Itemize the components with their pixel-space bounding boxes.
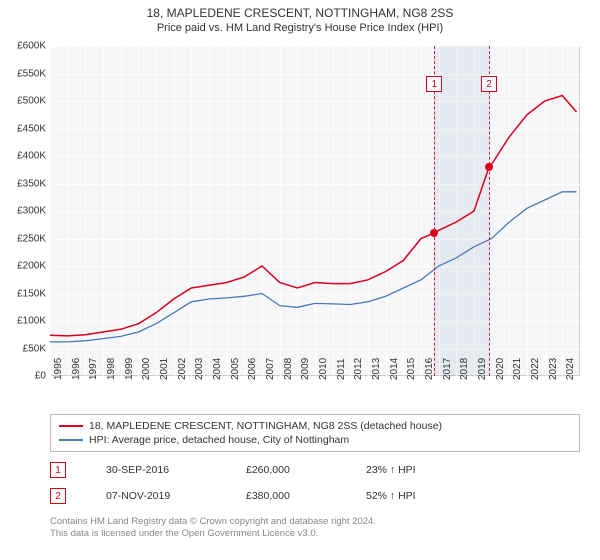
sale-dot [430, 229, 438, 237]
y-tick-label: £350K [2, 178, 46, 189]
y-tick-label: £150K [2, 288, 46, 299]
x-tick-label: 2011 [336, 358, 347, 380]
x-tick-label: 2019 [477, 358, 488, 380]
x-tick-label: 2023 [548, 358, 559, 380]
series-line-property [50, 96, 577, 336]
x-tick-label: 2008 [283, 358, 294, 380]
series-line-hpi [50, 192, 577, 342]
y-tick-label: £400K [2, 151, 46, 162]
x-tick-label: 2013 [371, 358, 382, 380]
x-tick-label: 1999 [124, 358, 135, 380]
legend-label: 18, MAPLEDENE CRESCENT, NOTTINGHAM, NG8 … [89, 420, 442, 432]
sale-rows: 1 30-SEP-2016 £260,000 23% ↑ HPI 2 07-NO… [50, 460, 580, 506]
sale-marker-line [489, 46, 490, 376]
sale-price: £260,000 [246, 464, 326, 476]
x-tick-label: 2020 [495, 358, 506, 380]
chart-area: 12 £0£50K£100K£150K£200K£250K£300K£350K£… [50, 46, 580, 376]
x-tick-label: 2021 [512, 358, 523, 380]
x-tick-label: 2002 [177, 358, 188, 380]
sale-marker-icon: 2 [50, 488, 66, 504]
x-tick-label: 2014 [389, 358, 400, 380]
y-tick-label: £200K [2, 261, 46, 272]
legend: 18, MAPLEDENE CRESCENT, NOTTINGHAM, NG8 … [50, 414, 580, 452]
x-tick-label: 2006 [247, 358, 258, 380]
sale-price: £380,000 [246, 490, 326, 502]
x-tick-label: 2000 [141, 358, 152, 380]
x-tick-label: 2022 [530, 358, 541, 380]
x-tick-label: 2010 [318, 358, 329, 380]
chart-title: 18, MAPLEDENE CRESCENT, NOTTINGHAM, NG8 … [0, 0, 600, 20]
x-tick-label: 2004 [212, 358, 223, 380]
sale-delta: 23% ↑ HPI [366, 464, 416, 476]
y-tick-label: £450K [2, 123, 46, 134]
x-tick-label: 2005 [230, 358, 241, 380]
sale-date: 30-SEP-2016 [106, 464, 206, 476]
sale-row: 2 07-NOV-2019 £380,000 52% ↑ HPI [50, 486, 580, 506]
x-tick-label: 2018 [459, 358, 470, 380]
y-tick-label: £500K [2, 96, 46, 107]
sale-row: 1 30-SEP-2016 £260,000 23% ↑ HPI [50, 460, 580, 480]
legend-swatch [59, 439, 83, 441]
footer-line: Contains HM Land Registry data © Crown c… [50, 516, 580, 528]
legend-row: 18, MAPLEDENE CRESCENT, NOTTINGHAM, NG8 … [59, 419, 571, 433]
sale-delta: 52% ↑ HPI [366, 490, 416, 502]
y-tick-label: £100K [2, 316, 46, 327]
y-tick-label: £550K [2, 68, 46, 79]
sale-dot [485, 163, 493, 171]
sale-marker-icon: 1 [50, 462, 66, 478]
y-tick-label: £250K [2, 233, 46, 244]
x-tick-label: 2012 [353, 358, 364, 380]
y-tick-label: £300K [2, 206, 46, 217]
y-tick-label: £50K [2, 343, 46, 354]
x-tick-label: 2015 [406, 358, 417, 380]
line-series [50, 46, 580, 376]
x-tick-label: 1995 [53, 358, 64, 380]
y-tick-label: £600K [2, 41, 46, 52]
sale-marker-line [434, 46, 435, 376]
footer: Contains HM Land Registry data © Crown c… [50, 516, 580, 540]
x-tick-label: 2001 [159, 358, 170, 380]
x-tick-label: 1996 [71, 358, 82, 380]
chart-subtitle: Price paid vs. HM Land Registry's House … [0, 20, 600, 40]
x-tick-label: 1998 [106, 358, 117, 380]
footer-line: This data is licensed under the Open Gov… [50, 528, 580, 540]
legend-row: HPI: Average price, detached house, City… [59, 433, 571, 447]
x-tick-label: 2016 [424, 358, 435, 380]
x-tick-label: 2017 [442, 358, 453, 380]
sale-marker-box: 1 [426, 76, 442, 92]
x-tick-label: 2024 [565, 358, 576, 380]
x-tick-label: 2007 [265, 358, 276, 380]
legend-label: HPI: Average price, detached house, City… [89, 434, 349, 446]
legend-swatch [59, 425, 83, 427]
x-tick-label: 1997 [88, 358, 99, 380]
sale-marker-box: 2 [481, 76, 497, 92]
x-tick-label: 2009 [300, 358, 311, 380]
y-tick-label: £0 [2, 371, 46, 382]
sale-date: 07-NOV-2019 [106, 490, 206, 502]
x-tick-label: 2003 [194, 358, 205, 380]
